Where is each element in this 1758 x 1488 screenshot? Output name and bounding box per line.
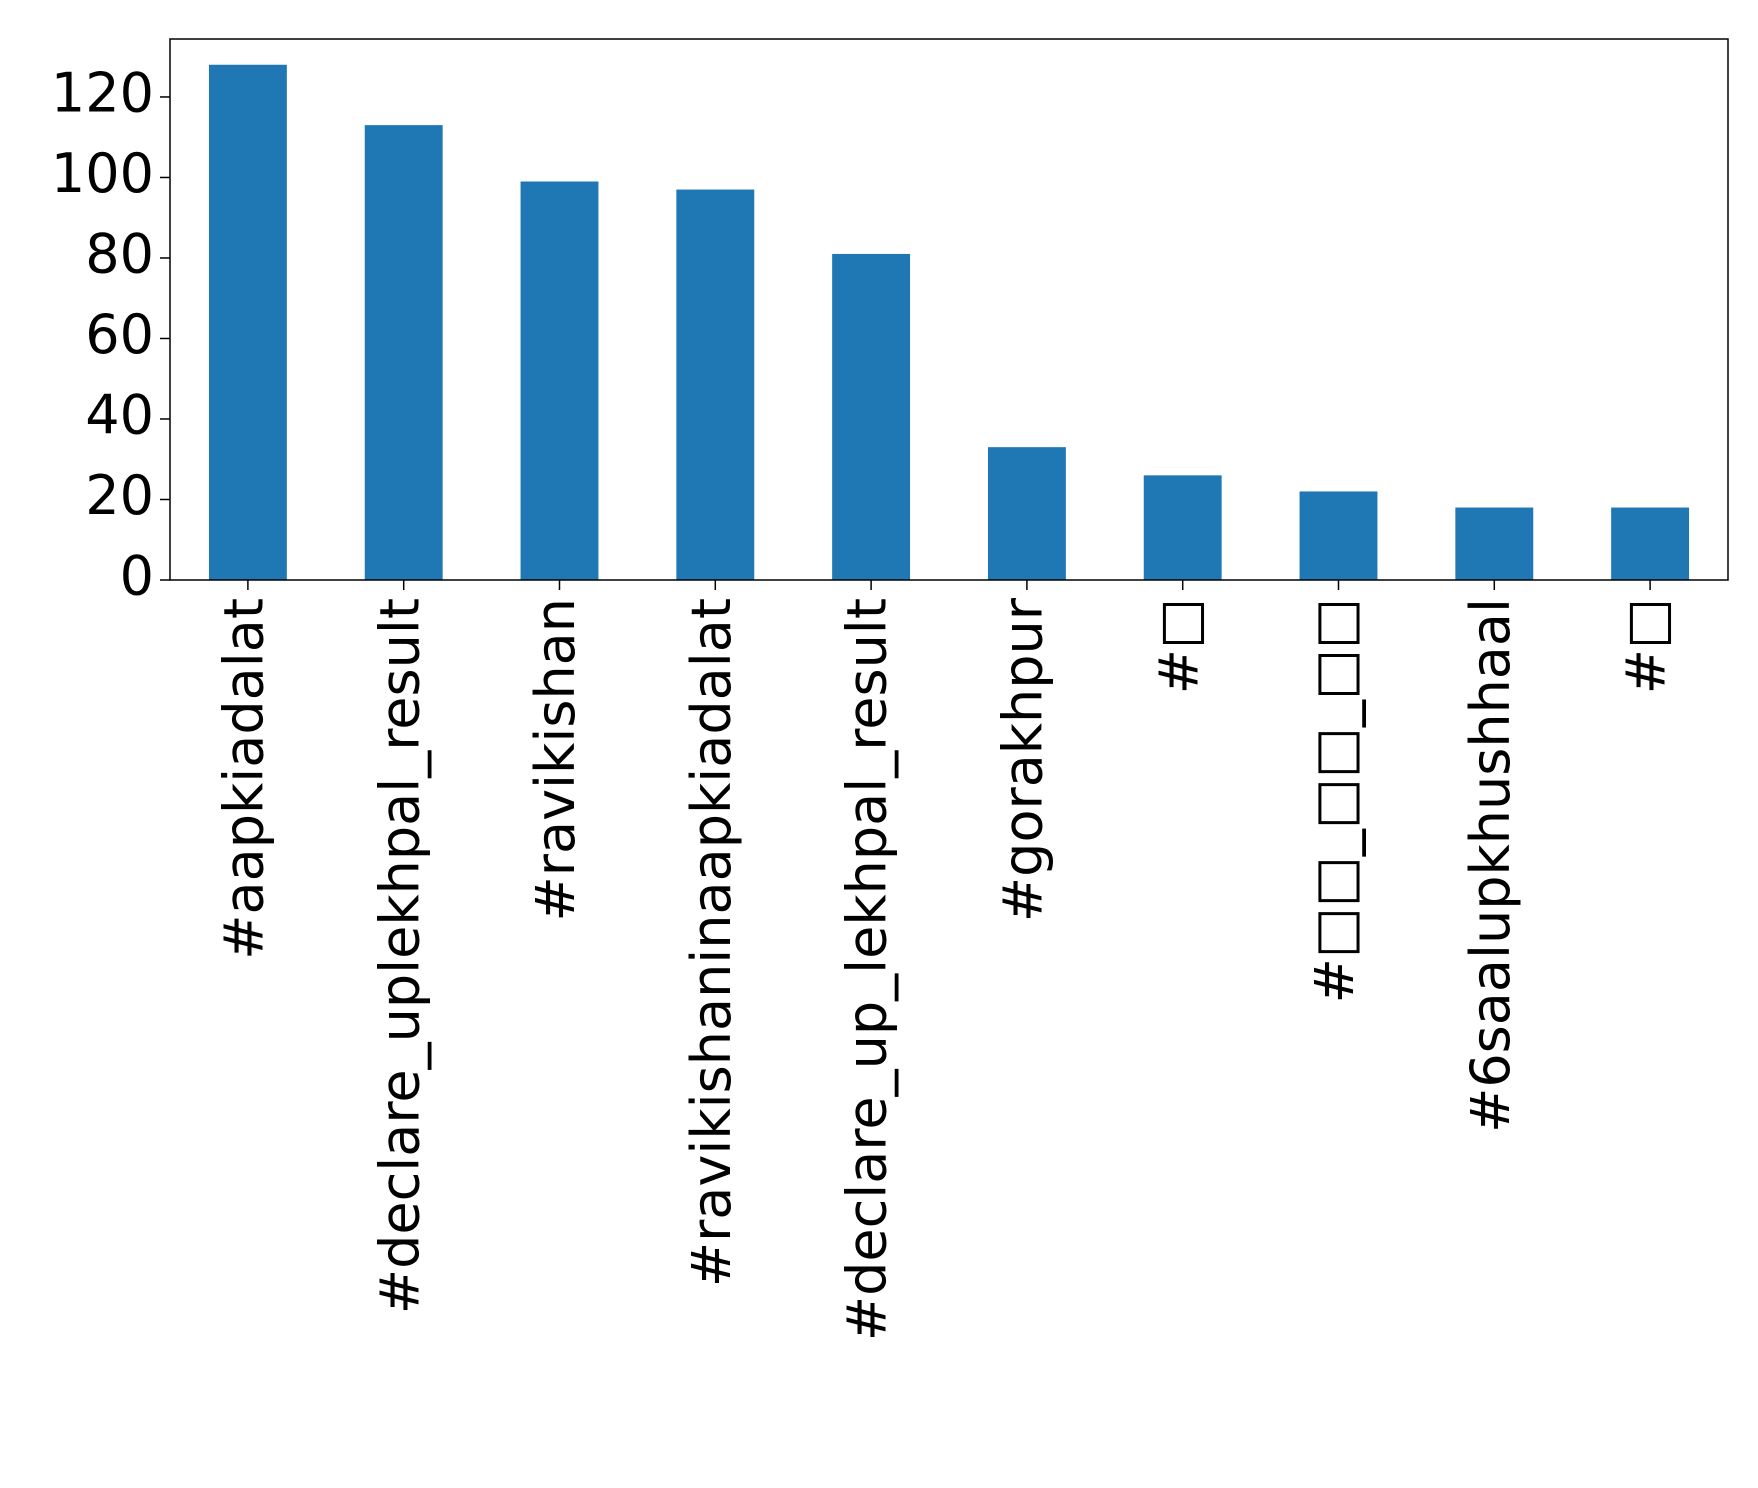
x-tick-label: #6saalupkhushhaal bbox=[1459, 598, 1522, 1133]
y-tick-label: 100 bbox=[51, 142, 154, 205]
x-tick-label: #ravikishaninaapkiadalat bbox=[680, 598, 743, 1287]
y-tick-label: 80 bbox=[85, 223, 154, 286]
bar bbox=[520, 181, 599, 580]
x-tick-label: #□ bbox=[1615, 598, 1678, 694]
x-tick-label: #□ bbox=[1147, 598, 1210, 694]
y-tick-label: 0 bbox=[120, 545, 154, 608]
x-tick-label: #declare_up_lekhpal_result bbox=[836, 598, 899, 1341]
x-tick-label: #gorakhpur bbox=[992, 597, 1055, 922]
plot-frame bbox=[169, 38, 1729, 581]
bar bbox=[1455, 507, 1534, 580]
y-tick-label: 60 bbox=[85, 303, 154, 366]
bar bbox=[208, 64, 287, 580]
bar bbox=[1143, 475, 1222, 580]
y-tick-label: 20 bbox=[85, 464, 154, 527]
x-tick-label: #ravikishan bbox=[524, 598, 587, 921]
bar bbox=[1299, 491, 1378, 580]
bar bbox=[1611, 507, 1690, 580]
bar bbox=[364, 125, 443, 581]
x-tick-label: #aapkiadalat bbox=[213, 598, 276, 960]
y-tick-label: 120 bbox=[51, 62, 154, 125]
x-tick-label: #declare_uplekhpal_result bbox=[368, 598, 431, 1314]
bar bbox=[832, 253, 911, 580]
bar bbox=[987, 447, 1066, 580]
y-tick-label: 40 bbox=[85, 384, 154, 447]
x-tick-label: #□□_□□_□□ bbox=[1303, 598, 1366, 1003]
bar bbox=[676, 189, 755, 580]
